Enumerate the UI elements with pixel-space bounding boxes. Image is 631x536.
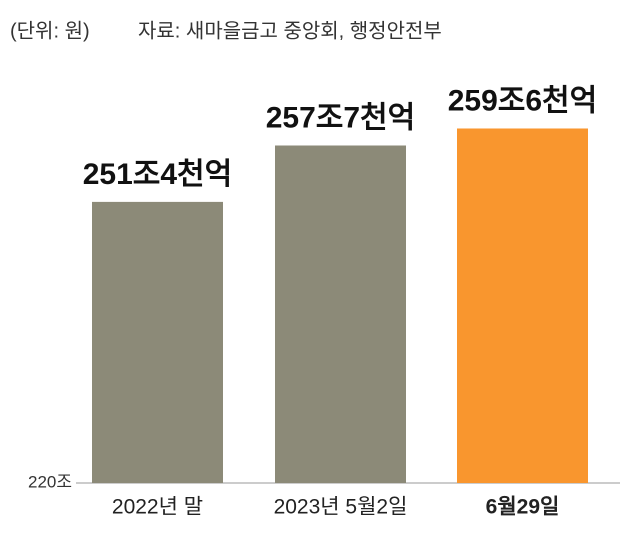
- value-label: 259조6천억: [448, 84, 598, 117]
- value-label: 257조7천억: [266, 101, 416, 134]
- x-tick-label: 2022년 말: [112, 496, 203, 519]
- y-tick-label: 220조: [28, 472, 72, 491]
- source: 자료: 새마을금고 중앙회, 행정안전부: [138, 19, 442, 42]
- x-tick-label: 2023년 5월2일: [274, 496, 408, 519]
- bar: [457, 128, 588, 483]
- bar: [275, 145, 406, 483]
- x-tick-label: 6월29일: [486, 496, 560, 519]
- bar: [92, 201, 223, 483]
- unit-note: (단위: 원): [10, 19, 90, 42]
- value-label: 251조4천억: [83, 158, 233, 191]
